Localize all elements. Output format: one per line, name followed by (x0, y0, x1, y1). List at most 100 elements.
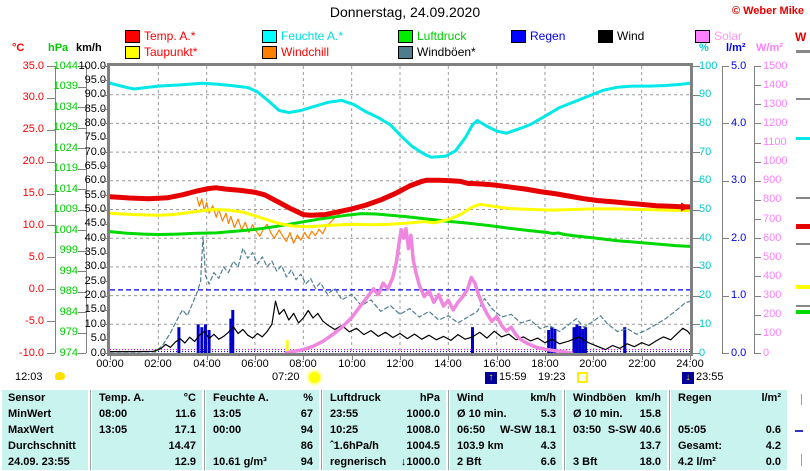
x-tickmark (158, 356, 159, 360)
table-cell-value: 4.3 (540, 440, 556, 452)
table-cell-value: l/m² (761, 392, 781, 404)
axis-tick-label: -5.0 (25, 315, 44, 327)
table-cell-value: W-SW 18.1 (499, 424, 556, 436)
x-tickmark (448, 356, 449, 360)
axis-tickmark (78, 87, 86, 88)
series-wind (109, 300, 691, 353)
axis-tick-label: 800 (763, 193, 782, 205)
axis-tickmark (78, 169, 86, 170)
table-cell-value: 17.1 (174, 424, 196, 436)
table-row-label: MinWert (8, 408, 52, 420)
axis-tick-label: 45.0 (84, 217, 106, 229)
table-col-regen: Regen l/m² 05:05 0.6 Gesamt: 4.2 4.2 l/m² 0.0 (671, 390, 787, 470)
plot-frame (107, 63, 693, 356)
axis-tickmark (693, 296, 700, 297)
edge-series-mark (796, 285, 810, 289)
axis-tickmark (100, 166, 107, 167)
axis-tick-label: 1044 (53, 60, 78, 72)
axis-tickmark (754, 104, 761, 105)
table-cell-value: hPa (419, 392, 440, 404)
table-gap-line (564, 390, 565, 470)
rain-bar (229, 318, 233, 353)
axis-line-lm2 (722, 66, 723, 353)
legend-label: Feuchte A.* (281, 29, 344, 43)
axis-tick-label: 1500 (763, 60, 788, 72)
legend-label: Wind (617, 29, 645, 43)
axis-tick-label: 999 (59, 244, 78, 256)
table-cell-value: 15.8 (639, 408, 661, 420)
axis-tick-label: 1039 (53, 80, 78, 92)
astro-time-moon: 12:03 (15, 371, 43, 383)
axis-tickmark (754, 66, 761, 67)
axis-tick-label: 989 (59, 285, 78, 297)
series-windchill (196, 196, 341, 244)
table-cell-value: 6.6 (540, 456, 556, 468)
axis-line-celsius (55, 66, 56, 353)
rain-bar (575, 324, 579, 353)
table-cell-value: S-SW 40.6 (607, 424, 661, 436)
axis-tickmark (100, 353, 107, 354)
edge-series-mark (796, 243, 810, 245)
legend-swatch-wind (598, 30, 613, 43)
weather-chart (107, 66, 693, 355)
x-tickmark (255, 356, 256, 360)
axis-tickmark (100, 324, 107, 325)
axis-tickmark (100, 80, 107, 81)
copyright-label: © Weber Mike (731, 5, 804, 17)
axis-tickmark (100, 152, 107, 153)
axis-tickmark (693, 95, 700, 96)
table-cell-value: °C (183, 392, 196, 404)
table-cell-label: 10.61 g/m³ (213, 456, 267, 468)
axis-tickmark (100, 339, 107, 340)
axis-tickmark (722, 238, 729, 239)
table-col-windben: Windböen km/h Ø 10 min. 15.8 03:50 S-SW 40.6 1… (566, 390, 667, 470)
table-col-tempa: Temp. A. °C 08:00 11.6 13:05 17.1 14.47 12.9 (92, 390, 202, 470)
axis-tick-label: 500 (763, 251, 782, 263)
table-cell-value: 1000.0 (406, 408, 440, 420)
table-cell-label: Feuchte A. (213, 392, 269, 404)
axis-tick-label: 100.0 (78, 60, 106, 72)
edge-series-mark (796, 50, 810, 53)
axis-tick-label: 10 (699, 318, 712, 330)
axis-tick-label: 10.0 (22, 219, 44, 231)
axis-tick-label: 90 (699, 88, 712, 100)
temp-end-arrow (681, 202, 690, 212)
axis-tick-label: 974 (59, 347, 78, 359)
axis-tick-label: 70 (699, 146, 712, 158)
series-feuchtea (108, 81, 692, 159)
x-tick-label: 14:00 (434, 358, 462, 370)
table-cell-label: Ø 10 min. (573, 408, 623, 420)
axis-tick-label: 40.0 (84, 232, 106, 244)
chart-svg (107, 66, 693, 355)
table-cell-label: Gesamt: (678, 440, 723, 452)
axis-tick-label: 20 (699, 289, 712, 301)
axis-tickmark (78, 230, 86, 231)
axis-tick-label: 30 (699, 260, 712, 272)
rain-bar (207, 330, 211, 353)
axis-tick-label: -10.0 (18, 347, 44, 359)
rain-bar (203, 324, 207, 353)
axis-tickmark (78, 66, 86, 67)
axis-tick-label: 0.0 (731, 347, 747, 359)
axis-tick-label: 300 (763, 289, 782, 301)
axis-tickmark (722, 66, 729, 67)
edge-series-mark (796, 197, 810, 199)
rain-bar (471, 327, 474, 353)
table-col-feuchtea: Feuchte A.% 13:05 67 00:00 94 86 10.61 g/m³ 94 (206, 390, 319, 470)
axis-unit-percent: % (699, 42, 709, 54)
axis-tickmark (100, 123, 107, 124)
axis-unit-wm2: W/m² (756, 42, 783, 54)
axis-tickmark (100, 238, 107, 239)
axis-tickmark (100, 95, 107, 96)
table-cell-value: 5.3 (540, 408, 556, 420)
table-col-luftdruck: Luftdruck hPa 23:55 1000.0 10:25 1008.0 ˆ1.6hP… (323, 390, 446, 470)
rain-bar (581, 328, 585, 353)
axis-tick-label: 30.0 (22, 91, 44, 103)
axis-unit-celsius: °C (12, 42, 25, 54)
edge-series-mark (796, 224, 810, 229)
sun-icon (309, 372, 320, 383)
moon-icon (55, 372, 65, 380)
table-gap-line (321, 390, 322, 470)
rain-bar (231, 309, 235, 353)
axis-tickmark (722, 353, 729, 354)
